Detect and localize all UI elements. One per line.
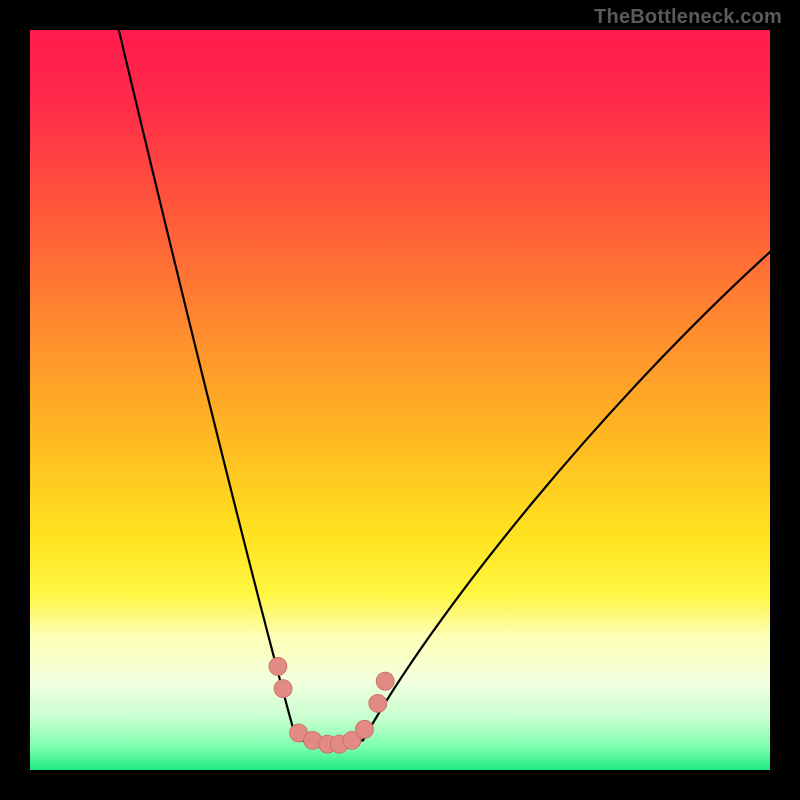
watermark-text: TheBottleneck.com [594, 6, 782, 29]
data-marker [376, 672, 394, 690]
plot-area [30, 30, 770, 770]
gradient-background [30, 30, 770, 770]
bottleneck-chart [30, 30, 770, 770]
data-marker [274, 680, 292, 698]
outer-frame: TheBottleneck.com [0, 0, 800, 800]
data-marker [355, 720, 373, 738]
data-marker [269, 657, 287, 675]
data-marker [369, 694, 387, 712]
